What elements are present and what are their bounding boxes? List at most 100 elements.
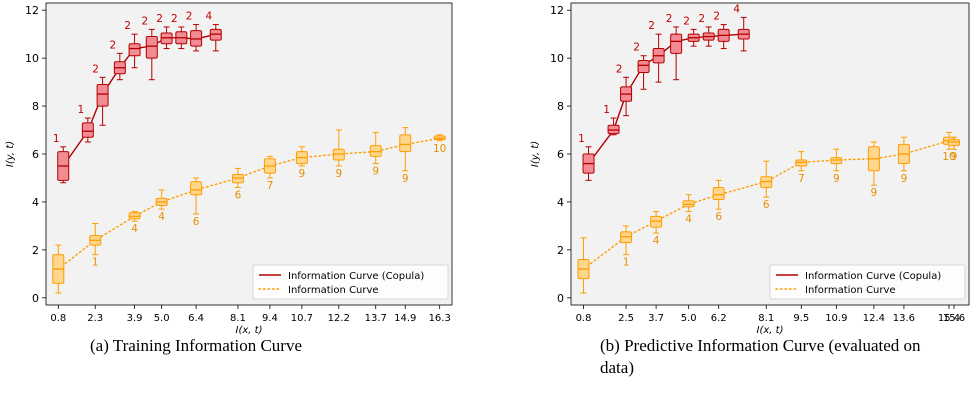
legend-label-copula: Information Curve (Copula) (805, 271, 941, 282)
info-k-label: 10 (433, 143, 446, 155)
x-tick-label: 0.8 (50, 313, 66, 324)
x-tick-label: 15.4 (938, 313, 960, 324)
copula-k-label: 2 (186, 11, 193, 23)
copula-k-label: 2 (141, 15, 148, 27)
x-tick-label: 2.5 (618, 313, 634, 324)
copula-curve-line (587, 33, 745, 165)
copula-box (737, 16, 750, 52)
info-box (867, 141, 880, 186)
y-tick-label: 8 (557, 100, 564, 113)
info-box (650, 211, 663, 234)
box-body (190, 181, 203, 196)
info-box (795, 151, 808, 172)
box-body (145, 36, 158, 59)
plot-frame (45, 2, 453, 306)
y-tick-label: 10 (25, 52, 39, 65)
x-tick-label: 14.9 (394, 313, 416, 324)
legend: Information Curve (Copula) Information Cu… (769, 264, 966, 300)
info-box (295, 146, 308, 167)
x-tick-label: 13.6 (893, 313, 915, 324)
copula-k-label: 2 (666, 13, 673, 25)
copula-box (57, 146, 70, 184)
info-k-label: 4 (653, 235, 660, 247)
info-box (577, 237, 590, 294)
copula-box (175, 26, 188, 50)
plot-frame (570, 2, 970, 306)
y-tick-label: 10 (550, 52, 564, 65)
x-axis-label: I(x, t) (236, 325, 263, 336)
info-k-label: 1 (623, 257, 630, 269)
x-tick-label: 12.2 (328, 313, 350, 324)
info-box (620, 225, 633, 256)
copula-box (209, 24, 222, 52)
info-k-label: 6 (715, 211, 722, 223)
x-tick-label: 8.1 (758, 313, 774, 324)
box-body (96, 83, 109, 107)
info-k-label: 4 (131, 223, 138, 235)
info-k-label: 10 (942, 151, 955, 163)
info-box (897, 136, 910, 172)
info-box (89, 223, 102, 256)
copula-k-label: 2 (124, 20, 131, 32)
info-k-label: 9 (951, 151, 958, 163)
legend-label-info: Information Curve (288, 285, 379, 296)
info-box (433, 134, 446, 142)
y-tick-label: 6 (557, 148, 564, 161)
copula-box (160, 26, 173, 50)
copula-box (637, 55, 650, 90)
info-k-label: 9 (901, 173, 908, 185)
info-box (332, 129, 345, 167)
box-body (128, 43, 141, 57)
box-body (399, 134, 412, 153)
info-box (369, 131, 382, 165)
copula-box (702, 26, 715, 47)
x-tick-label: 5.0 (154, 313, 170, 324)
copula-box (670, 26, 683, 81)
copula-k-label: 2 (109, 39, 116, 51)
y-tick-label: 4 (32, 196, 39, 209)
legend-box (252, 264, 449, 300)
info-k-label: 6 (763, 199, 770, 211)
caption-b: (b) Predictive Information Curve (evalua… (600, 336, 921, 355)
y-axis-label: I(y, t) (530, 141, 541, 167)
copula-k-label: 1 (53, 133, 60, 145)
x-tick-label: 12.4 (863, 313, 885, 324)
x-axis-label: I(x, t) (757, 325, 784, 336)
y-tick-label: 12 (550, 4, 564, 17)
caption-a: (a) Training Information Curve (90, 336, 302, 355)
y-tick-label: 8 (32, 100, 39, 113)
x-tick-label: 10.9 (825, 313, 847, 324)
copula-k-label: 2 (648, 20, 655, 32)
info-k-label: 1 (92, 257, 99, 269)
info-k-label: 9 (335, 168, 342, 180)
copula-k-label: 1 (77, 104, 84, 116)
x-tick-label: 9.5 (793, 313, 809, 324)
copula-k-label: 2 (616, 63, 623, 75)
x-tick-label: 6.4 (188, 313, 204, 324)
copula-k-label: 4 (733, 3, 740, 15)
info-box (947, 136, 960, 150)
legend-label-info: Information Curve (805, 285, 896, 296)
x-tick-label: 6.2 (711, 313, 727, 324)
info-k-label: 9 (833, 173, 840, 185)
info-curve-line (57, 137, 441, 270)
y-tick-label: 0 (557, 292, 564, 305)
copula-box (620, 76, 633, 117)
box-body (637, 60, 650, 74)
x-tick-label: 15.6 (943, 313, 965, 324)
info-box (830, 148, 843, 172)
info-k-label: 7 (267, 180, 274, 192)
copula-curve-line (62, 33, 217, 167)
info-k-label: 4 (158, 211, 165, 223)
x-tick-label: 2.3 (87, 313, 103, 324)
box-body (81, 122, 94, 138)
caption-b-continued: data) (600, 358, 634, 377)
copula-k-label: 2 (633, 42, 640, 54)
x-tick-label: 3.9 (127, 313, 143, 324)
info-k-label: 6 (235, 190, 242, 202)
y-tick-label: 12 (25, 4, 39, 17)
copula-k-label: 4 (205, 11, 212, 23)
